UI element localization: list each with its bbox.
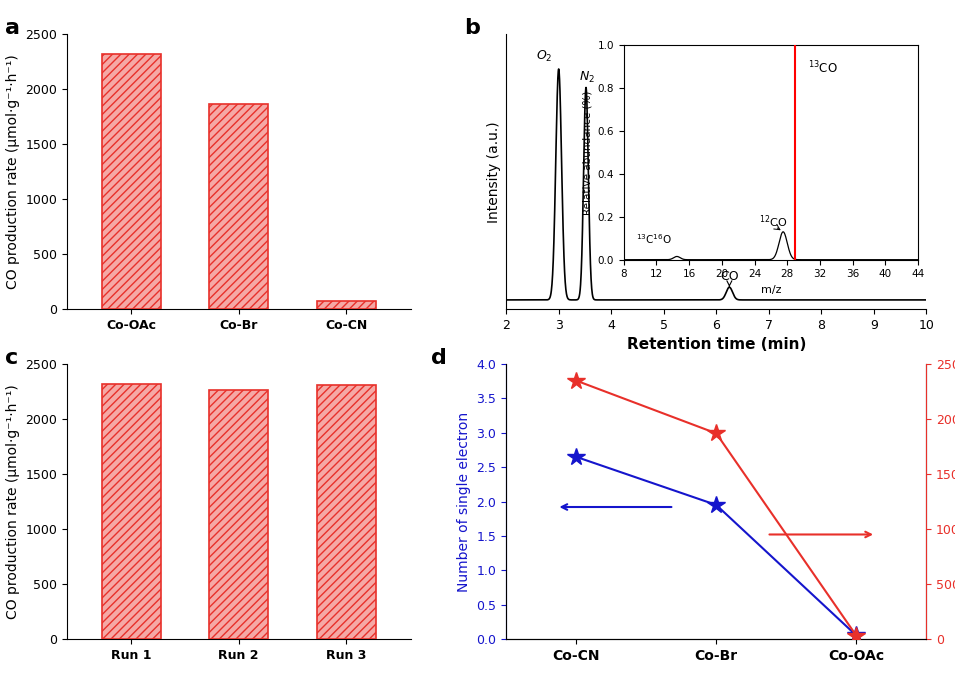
Bar <box>317 385 375 639</box>
Y-axis label: Number of single electron: Number of single electron <box>456 412 471 592</box>
Text: a: a <box>5 18 20 38</box>
Bar <box>102 384 160 639</box>
Bar <box>102 54 160 309</box>
Text: b: b <box>464 18 480 38</box>
Y-axis label: CO production rate (μmol·g⁻¹·h⁻¹): CO production rate (μmol·g⁻¹·h⁻¹) <box>6 54 20 289</box>
Text: $O_2$: $O_2$ <box>536 49 552 65</box>
Text: c: c <box>5 348 18 368</box>
X-axis label: Retention time (min): Retention time (min) <box>626 337 806 352</box>
Bar <box>209 104 268 309</box>
Text: CO: CO <box>720 270 739 286</box>
Text: d: d <box>431 348 446 368</box>
Text: $N_2$: $N_2$ <box>579 70 595 85</box>
Y-axis label: CO production rate (μmol·g⁻¹·h⁻¹): CO production rate (μmol·g⁻¹·h⁻¹) <box>6 384 20 619</box>
Y-axis label: Intensity (a.u.): Intensity (a.u.) <box>487 121 500 223</box>
Bar <box>317 302 375 309</box>
Bar <box>209 390 268 639</box>
